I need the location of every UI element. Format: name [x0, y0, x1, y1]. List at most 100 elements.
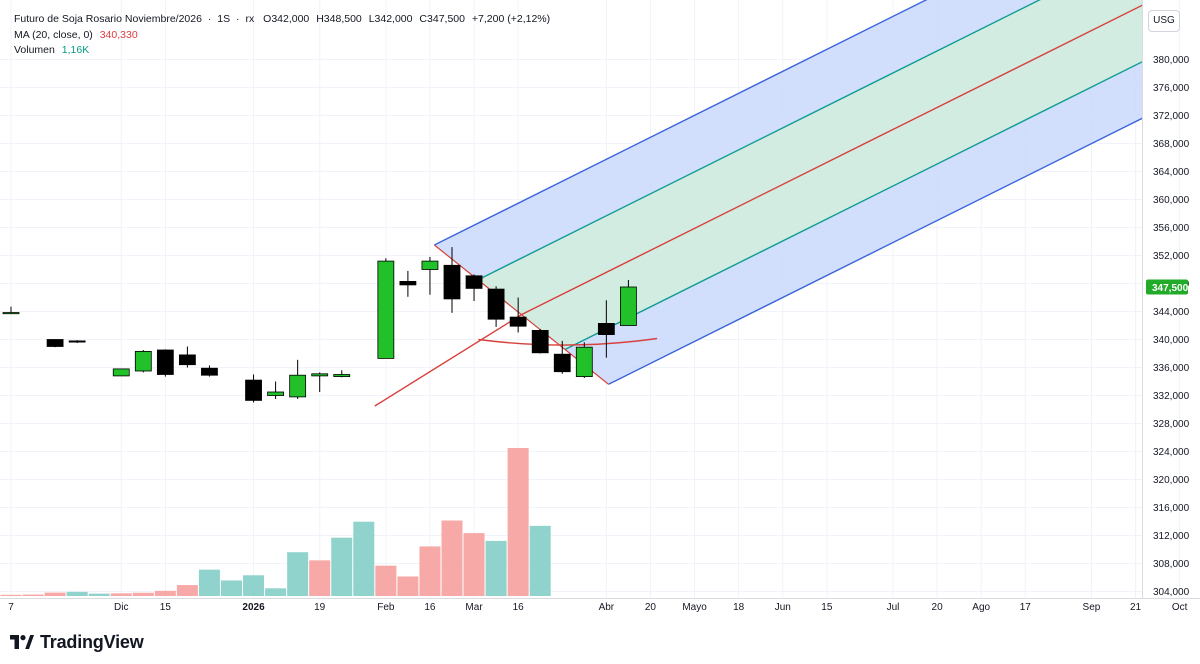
price-tick-0: 304,000	[1153, 587, 1190, 598]
pitchfork-handle	[374, 314, 522, 407]
time-tick-13: Jun	[775, 602, 791, 613]
pitchfork-lower-line	[608, 117, 1142, 385]
candle-10	[267, 381, 285, 399]
chart-legend: Futuro de Soja Rosario Noviembre/2026 · …	[14, 12, 550, 59]
low-label: L	[368, 13, 375, 25]
candle-8	[201, 365, 218, 377]
volume-bar-10	[198, 569, 220, 596]
candle-25	[620, 280, 637, 326]
volume-bar-11	[221, 580, 242, 596]
open-value: 342,000	[271, 13, 310, 25]
candle-11	[289, 359, 307, 399]
price-tick-10: 344,000	[1153, 307, 1190, 318]
price-tick-16: 368,000	[1153, 139, 1190, 150]
volume-bar-14	[287, 552, 309, 596]
pitchfork-upper-line	[434, 0, 928, 246]
price-tick-19: 380,000	[1153, 55, 1190, 66]
volume-bar-13	[265, 588, 287, 596]
candle-19	[487, 286, 505, 327]
current-price-tag	[1146, 279, 1188, 295]
price-tick-14: 360,000	[1153, 195, 1190, 206]
price-tick-7: 332,000	[1153, 391, 1190, 402]
volume-bar-1	[0, 594, 22, 596]
ma-label: MA (20, close, 0)	[14, 28, 93, 41]
price-tick-2: 312,000	[1153, 531, 1190, 542]
close-label: C	[419, 13, 428, 25]
candlesticks	[2, 247, 637, 403]
candle-18	[465, 274, 483, 301]
price-tick-8: 336,000	[1153, 363, 1190, 374]
candle-24	[597, 300, 615, 358]
time-tick-2: 15	[160, 602, 172, 613]
volume-bars	[0, 448, 551, 596]
candle-14	[377, 258, 395, 359]
volume-bar-2	[22, 594, 44, 596]
price-tick-6: 328,000	[1153, 419, 1190, 430]
brand-name: TradingView	[40, 631, 144, 652]
time-tick-20: 21	[1130, 602, 1142, 613]
currency-button[interactable]: USG	[1148, 10, 1180, 32]
time-tick-15: Jul	[887, 602, 900, 613]
volume-bar-24	[507, 448, 529, 596]
candle-1	[2, 306, 20, 315]
candle-3	[68, 340, 86, 343]
candle-7	[178, 346, 196, 368]
ma-row[interactable]: MA (20, close, 0) 340,330	[14, 28, 550, 44]
volume-bar-25	[529, 525, 551, 596]
pitchfork-median-line	[521, 4, 1142, 316]
candle-12	[311, 372, 329, 392]
candle-5	[134, 350, 152, 373]
volume-bar-4	[66, 591, 88, 596]
time-tick-8: 16	[513, 602, 525, 613]
volume-bar-18	[375, 565, 397, 596]
time-tick-6: 16	[424, 602, 436, 613]
volume-bar-16	[331, 537, 353, 596]
time-tick-0: 7	[8, 602, 14, 613]
time-tick-5: Feb	[377, 602, 395, 613]
tradingview-logo[interactable]: TradingView	[10, 631, 144, 653]
price-axis[interactable]: 304,000 308,000 312,000 316,000 320,000 324,0…	[1146, 55, 1190, 598]
candle-13	[333, 370, 351, 378]
volume-bar-9	[176, 585, 198, 596]
time-axis[interactable]: 7 Dic 15 2026 19 Feb 16 Mar 16 Abr 20 Mayo 18 Jun 15 Ju…	[8, 602, 1200, 613]
volume-bar-20	[419, 546, 441, 596]
candle-23	[575, 342, 593, 378]
high-value: 348,500	[323, 13, 362, 25]
volume-bar-6	[110, 593, 132, 596]
candle-2	[46, 339, 64, 348]
price-tick-5: 324,000	[1153, 447, 1190, 458]
high-label: H	[316, 13, 324, 25]
time-tick-7: Mar	[465, 602, 483, 613]
price-tick-3: 316,000	[1153, 503, 1190, 514]
time-tick-4: 19	[314, 602, 326, 613]
volume-bar-5	[88, 593, 110, 596]
candle-9	[245, 374, 262, 403]
candle-21	[531, 329, 549, 354]
change-value: +7,200 (+2,12%)	[471, 13, 551, 25]
time-tick-16: 20	[932, 602, 944, 613]
close-value: 347,500	[427, 13, 465, 25]
volume-row[interactable]: Volumen 1,16K	[14, 43, 550, 59]
volume-bar-15	[309, 560, 331, 596]
candle-15	[399, 270, 417, 297]
pitchfork-fill-upper	[434, 0, 1040, 280]
volume-bar-7	[132, 592, 154, 596]
time-tick-1: Dic	[114, 602, 128, 613]
interval[interactable]: 1S	[217, 13, 231, 25]
price-tick-13: 356,000	[1153, 223, 1190, 234]
pitchfork-inner-upper-line	[477, 0, 1041, 281]
volume-bar-22	[463, 533, 485, 596]
symbol-name[interactable]: Futuro de Soja Rosario Noviembre/2026	[14, 13, 202, 25]
time-tick-18: 17	[1020, 602, 1032, 613]
time-tick-19: Sep	[1083, 602, 1101, 613]
pitchfork-drawing[interactable]	[374, 0, 1191, 407]
time-tick-3: 2026	[242, 602, 265, 613]
candle-16	[421, 256, 439, 295]
pitchfork-inner-lower-line	[564, 61, 1142, 351]
candle-17	[443, 247, 461, 313]
time-tick-10: 20	[645, 602, 657, 613]
open-label: O	[263, 13, 272, 25]
exchange: rx	[245, 13, 255, 25]
candle-4	[112, 368, 130, 377]
